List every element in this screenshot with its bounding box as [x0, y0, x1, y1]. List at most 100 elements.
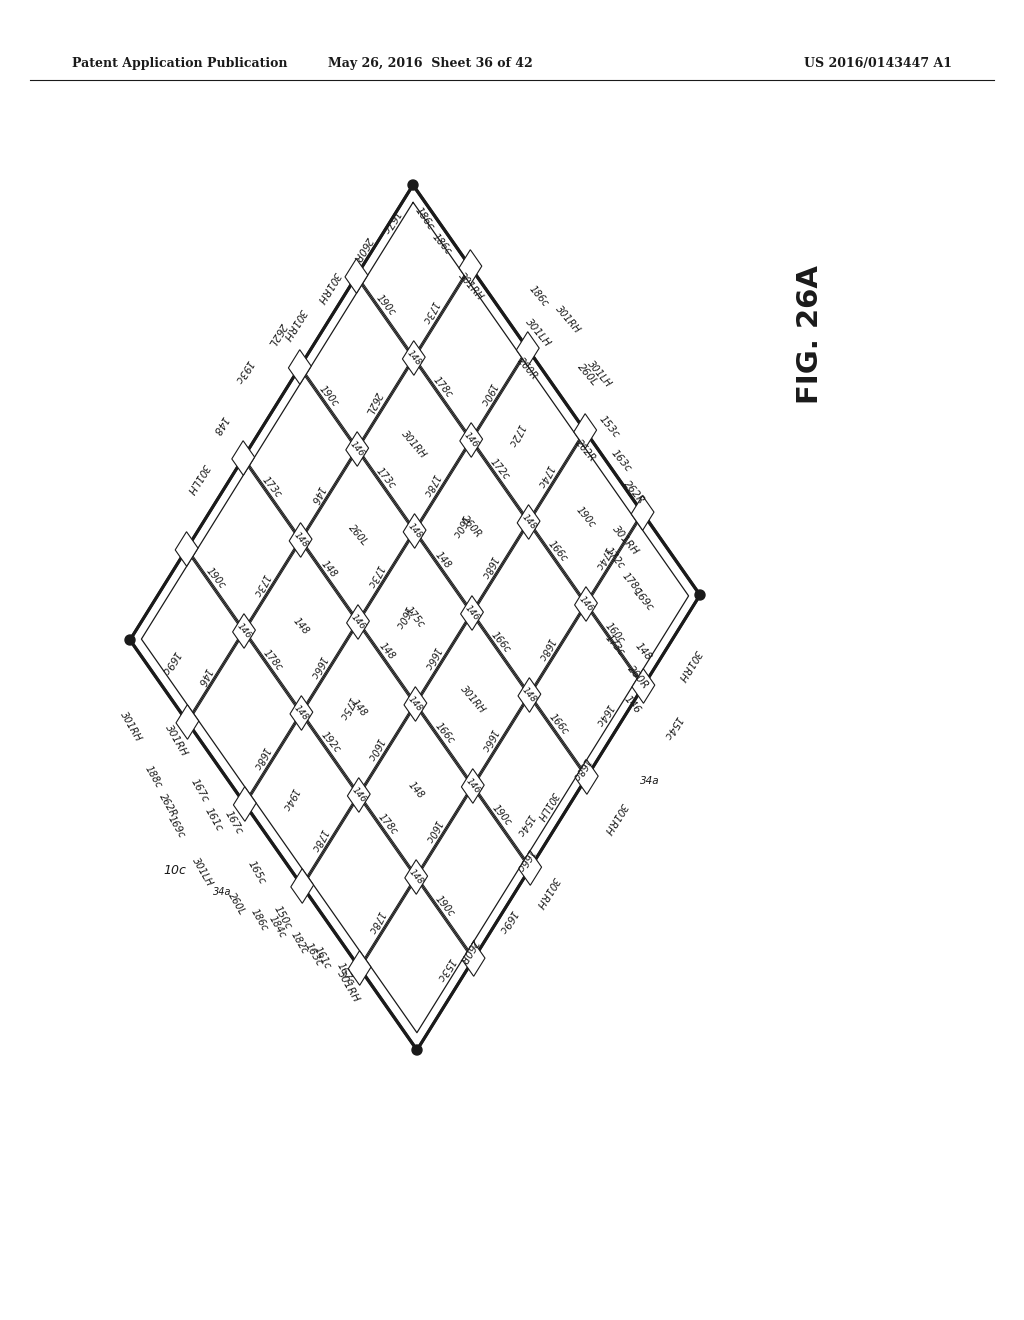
Text: 166c: 166c [547, 711, 569, 737]
Text: 148: 148 [211, 414, 229, 437]
Text: 301RH: 301RH [534, 875, 561, 909]
Text: 301RH: 301RH [602, 800, 629, 836]
Text: 262R: 262R [573, 438, 597, 465]
Text: 160c: 160c [450, 513, 470, 540]
Text: 148: 148 [293, 704, 310, 722]
Text: 161c: 161c [203, 805, 224, 833]
Text: 301RH: 301RH [335, 969, 361, 1003]
Text: 173c: 173c [603, 632, 627, 657]
Text: 153c: 153c [597, 414, 622, 441]
Text: 166c: 166c [432, 721, 456, 746]
Text: 163c: 163c [608, 447, 633, 474]
Text: 148: 148 [377, 640, 396, 661]
Text: 167c: 167c [188, 776, 210, 804]
Text: 166c: 166c [514, 847, 536, 873]
Text: 160c: 160c [366, 737, 385, 763]
Text: 148: 148 [319, 558, 339, 579]
Polygon shape [348, 950, 371, 985]
Text: 178c: 178c [308, 828, 329, 854]
Text: FIG. 26A: FIG. 26A [796, 265, 824, 404]
Text: 34a: 34a [640, 776, 659, 785]
Text: 146: 146 [308, 484, 326, 506]
Polygon shape [233, 787, 256, 821]
Text: 148: 148 [406, 780, 426, 801]
Polygon shape [460, 422, 482, 457]
Polygon shape [346, 432, 369, 466]
Text: 166c: 166c [479, 727, 499, 754]
Text: 186c: 186c [249, 907, 270, 933]
Text: 167c: 167c [335, 961, 355, 986]
Text: 186c: 186c [527, 284, 551, 309]
Text: 192c: 192c [318, 730, 342, 755]
Polygon shape [347, 777, 371, 812]
Text: 194c: 194c [280, 787, 300, 813]
Polygon shape [232, 614, 255, 648]
Text: 188c: 188c [143, 764, 164, 789]
Text: 169c: 169c [631, 586, 655, 612]
Text: 174c: 174c [593, 545, 612, 572]
Polygon shape [403, 513, 426, 548]
Text: 301RH: 301RH [118, 710, 143, 743]
Text: 301LH: 301LH [535, 791, 559, 822]
Text: 301RH: 301RH [458, 684, 486, 715]
Text: 164c: 164c [593, 702, 614, 729]
Text: 301RH: 301RH [676, 648, 702, 682]
Polygon shape [291, 869, 313, 903]
Text: 175c: 175c [337, 696, 356, 722]
Polygon shape [289, 523, 312, 557]
Polygon shape [573, 413, 597, 449]
Text: 146: 146 [236, 622, 253, 640]
Text: 166c: 166c [422, 645, 441, 672]
Polygon shape [461, 595, 483, 631]
Text: 173c: 173c [260, 475, 284, 499]
Text: 190c: 190c [574, 506, 597, 529]
Text: 262R: 262R [622, 478, 646, 506]
Text: US 2016/0143447 A1: US 2016/0143447 A1 [804, 57, 952, 70]
Polygon shape [574, 586, 597, 622]
Text: 169c: 169c [159, 649, 181, 676]
Text: 184c: 184c [266, 913, 287, 940]
Polygon shape [459, 249, 482, 284]
Text: 260L: 260L [346, 523, 370, 548]
Text: 148: 148 [519, 512, 538, 532]
Polygon shape [346, 605, 370, 639]
Text: 190c: 190c [374, 293, 396, 317]
Text: 301RH: 301RH [281, 306, 307, 342]
Text: 260L: 260L [575, 362, 600, 388]
Text: 148: 148 [291, 616, 311, 636]
Text: 34a: 34a [213, 887, 231, 898]
Text: 301LH: 301LH [190, 857, 215, 888]
Text: 172c: 172c [488, 457, 511, 482]
Text: 260R: 260R [457, 937, 479, 965]
Text: 301RH: 301RH [163, 722, 189, 758]
Text: 148: 148 [292, 531, 309, 549]
Text: Patent Application Publication: Patent Application Publication [72, 57, 288, 70]
Text: 262R: 262R [157, 792, 178, 820]
Text: 169c: 169c [497, 908, 518, 936]
Polygon shape [632, 669, 654, 704]
Text: 301RH: 301RH [314, 269, 341, 305]
Polygon shape [289, 350, 311, 384]
Text: 153c: 153c [434, 957, 456, 983]
Text: 175c: 175c [403, 605, 427, 630]
Text: 146: 146 [463, 603, 481, 623]
Text: 154c: 154c [514, 812, 535, 838]
Text: 186c: 186c [413, 206, 436, 232]
Text: 148: 148 [407, 694, 424, 714]
Text: 190c: 190c [433, 894, 457, 919]
Text: 168c: 168c [570, 756, 592, 781]
Text: 260R: 260R [350, 235, 374, 264]
Text: 166c: 166c [308, 655, 328, 681]
Text: 146: 146 [348, 440, 367, 458]
Text: 301LH: 301LH [184, 462, 211, 496]
Polygon shape [345, 259, 368, 293]
Text: 178c: 178c [366, 909, 386, 936]
Text: 190c: 190c [489, 803, 513, 828]
Circle shape [125, 635, 135, 645]
Circle shape [412, 1045, 422, 1055]
Text: 173c: 173c [251, 573, 270, 598]
Text: 178c: 178c [376, 812, 399, 837]
Polygon shape [175, 532, 198, 566]
Text: 174c: 174c [535, 463, 555, 490]
Text: 262L: 262L [364, 391, 383, 417]
